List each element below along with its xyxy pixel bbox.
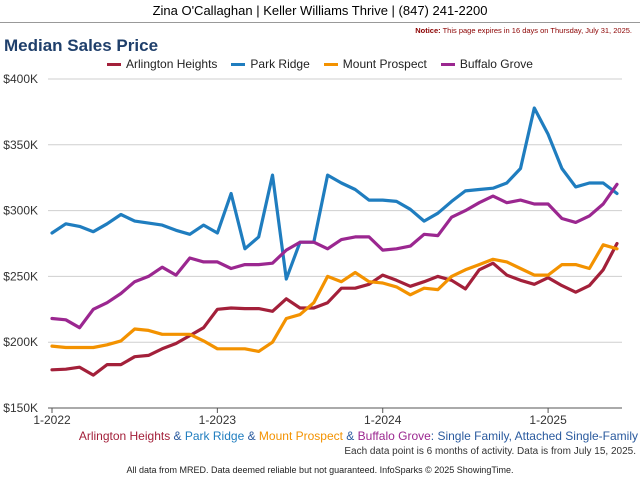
legend-item-arlington-heights[interactable]: Arlington Heights xyxy=(107,57,217,71)
x-tick-label: 1-2024 xyxy=(364,413,402,427)
series-line-mount-prospect xyxy=(50,243,619,353)
legend-label: Mount Prospect xyxy=(342,57,427,71)
legend-item-park-ridge[interactable]: Park Ridge xyxy=(231,57,310,71)
legend-item-buffalo-grove[interactable]: Buffalo Grove xyxy=(440,57,533,71)
x-tick-label: 1-2025 xyxy=(529,413,567,427)
y-tick-label: $150K xyxy=(3,401,38,415)
expiry-notice: Notice: This page expires in 16 days on … xyxy=(415,26,632,35)
agent-line: Zina O'Callaghan | Keller Williams Thriv… xyxy=(152,3,488,18)
agent-header: Zina O'Callaghan | Keller Williams Thriv… xyxy=(0,0,640,23)
caption-part: Arlington Heights xyxy=(78,429,171,443)
caption-part: & xyxy=(170,429,185,443)
x-tick-label: 1-2023 xyxy=(199,413,237,427)
caption-part: Buffalo Grove xyxy=(357,429,431,443)
y-tick-label: $300K xyxy=(3,204,38,218)
data-note: Each data point is 6 months of activity.… xyxy=(344,446,636,457)
caption-part: & xyxy=(342,429,358,443)
caption-part: & xyxy=(244,429,259,443)
x-tick-label: 1-2022 xyxy=(33,413,71,427)
y-tick-label: $400K xyxy=(3,72,38,86)
caption-part: : Single Family, Attached Single-Family xyxy=(430,429,638,443)
legend-swatch xyxy=(323,62,338,66)
legend-label: Buffalo Grove xyxy=(459,57,533,71)
notice-label: Notice: xyxy=(415,26,441,35)
legend-label: Arlington Heights xyxy=(126,57,218,71)
caption-part: Park Ridge xyxy=(184,429,245,443)
series-line-arlington-heights xyxy=(50,241,619,377)
chart-title: Median Sales Price xyxy=(4,36,159,55)
chart-legend: Arlington Heights Park Ridge Mount Prospec… xyxy=(0,57,640,71)
legend-swatch xyxy=(107,62,122,66)
caption-part: Mount Prospect xyxy=(258,429,343,443)
legend-item-mount-prospect[interactable]: Mount Prospect xyxy=(323,57,427,71)
legend-swatch xyxy=(231,62,246,66)
disclaimer: All data from MRED. Data deemed reliable… xyxy=(126,465,514,475)
chart-caption: Arlington Heights & Park Ridge & Mount P… xyxy=(0,429,640,443)
y-tick-label: $200K xyxy=(3,335,38,349)
y-tick-label: $250K xyxy=(3,269,38,283)
y-tick-label: $350K xyxy=(3,138,38,152)
median-price-line-chart: $150K $200K $250K $300K $350K $400K 1-2022 1-20… xyxy=(3,72,622,427)
series-line-park-ridge xyxy=(50,106,619,281)
legend-label: Park Ridge xyxy=(250,57,310,71)
series-line-buffalo-grove xyxy=(50,182,619,330)
legend-swatch xyxy=(440,62,455,66)
notice-text: This page expires in 16 days on Thursday… xyxy=(440,26,632,35)
